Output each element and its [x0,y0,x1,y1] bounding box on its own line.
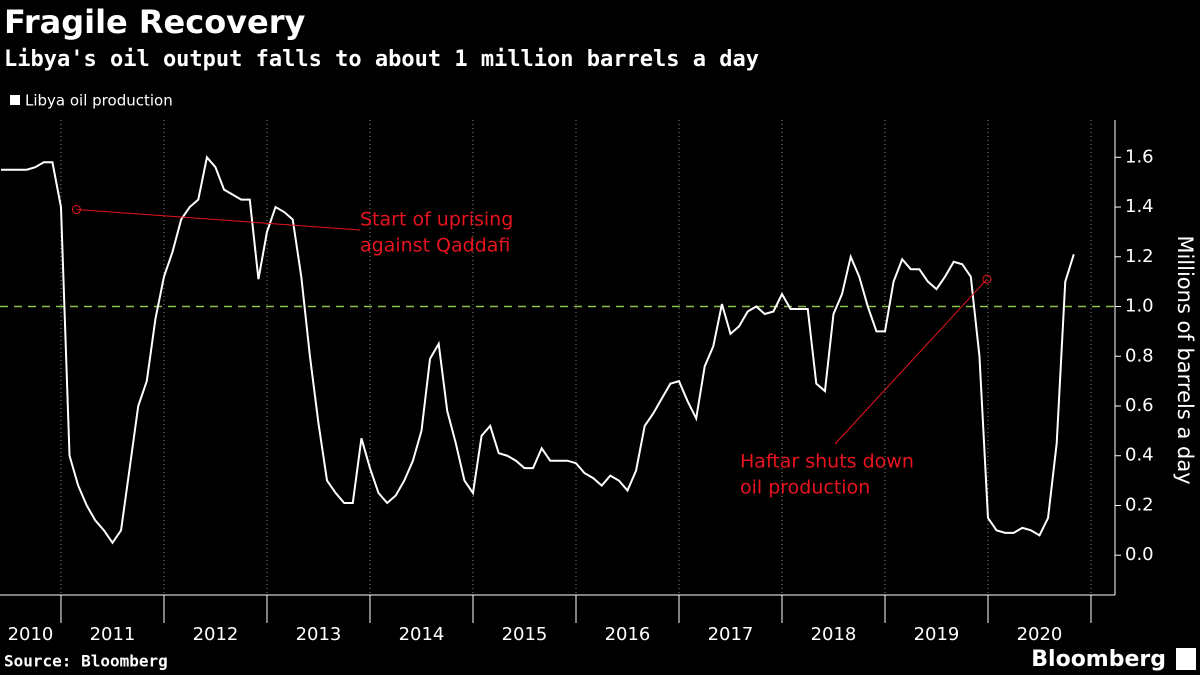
x-tick-label: 2018 [811,624,857,645]
x-tick-label: 2016 [605,624,651,645]
brand: Bloomberg [1031,647,1166,672]
data-line [0,155,1075,545]
y-tick-label: 0.6 [1125,395,1154,416]
legend-swatch [10,95,20,105]
source: Source: Bloomberg [4,652,168,671]
y-tick-label: 1.6 [1125,146,1154,167]
y-tick-label: 0.2 [1125,494,1154,515]
y-tick-label: 0.4 [1125,445,1154,466]
x-tick-label: 2014 [399,624,445,645]
annotation-leader [76,209,361,231]
annotation-point [71,205,81,215]
x-tick-label: 2020 [1017,624,1063,645]
x-tick-label: 2017 [708,624,754,645]
annotation-text: against Qaddafi [360,235,510,257]
y-tick-label: 0.0 [1125,544,1154,565]
chart-subtitle: Libya's oil output falls to about 1 mill… [4,47,759,72]
x-tick-label: 2010 [8,624,54,645]
annotation-point [982,274,992,284]
x-tick-label: 2015 [502,624,548,645]
brand-icon [1176,648,1196,670]
y-tick-label: 0.8 [1125,345,1154,366]
legend-label: Libya oil production [25,92,173,110]
x-tick-label: 2013 [296,624,342,645]
y-tick-label: 1.4 [1125,196,1154,217]
annotation-text: Haftar shuts down [740,451,914,473]
x-tick-label: 2019 [914,624,960,645]
annotation-text: oil production [740,477,870,499]
annotation-text: Start of uprising [360,209,513,231]
x-tick-label: 2011 [90,624,136,645]
x-tick-label: 2012 [193,624,239,645]
chart-title: Fragile Recovery [4,3,306,41]
y-tick-label: 1.0 [1125,296,1154,317]
annotation-leader [834,278,988,445]
y-tick-label: 1.2 [1125,246,1154,267]
y-axis-title: Millions of barrels a day [1173,235,1197,484]
